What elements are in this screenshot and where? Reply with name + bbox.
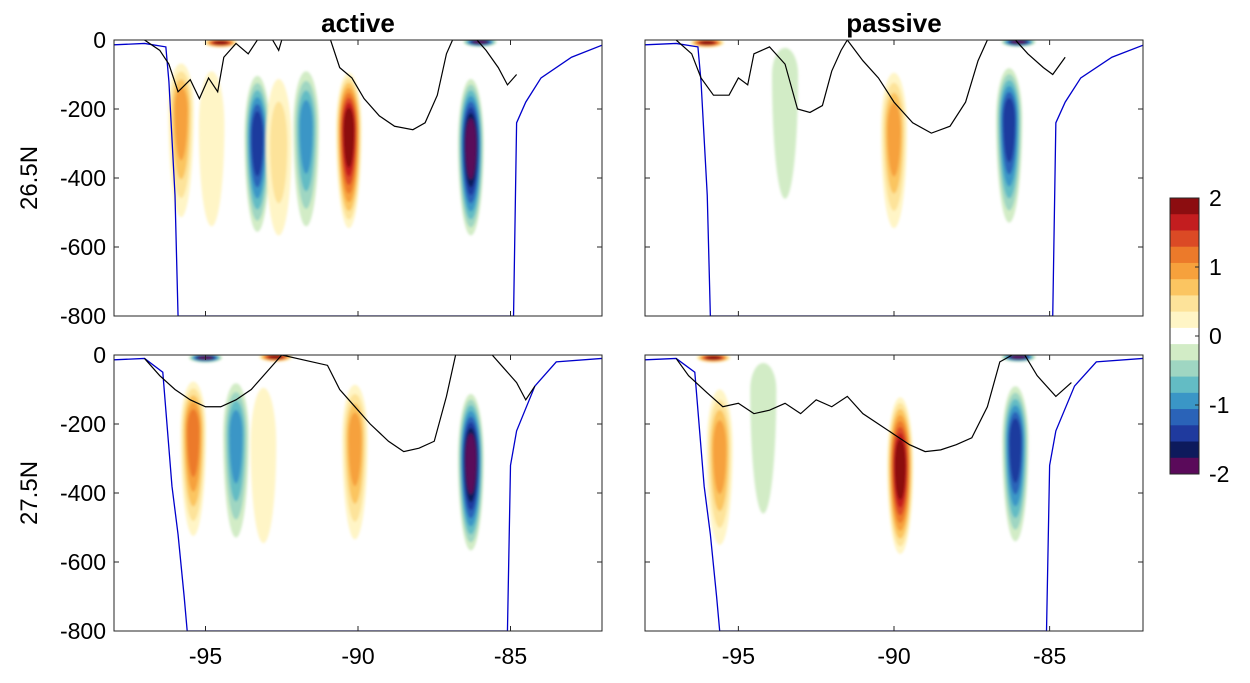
- colorbar-segment: [1170, 279, 1199, 296]
- contour-feature-3-level-8: [699, 40, 715, 45]
- contour-feature-0-level-4: [887, 102, 901, 177]
- x-tick-label: -90: [341, 643, 374, 669]
- contour-feature-3-level-1: [750, 362, 777, 514]
- colorbar-segment: [1170, 441, 1199, 459]
- mixed-layer-line: [675, 355, 1072, 453]
- contour-feature-6-level-8: [465, 118, 477, 180]
- colorbar-segment: [1170, 344, 1199, 361]
- colorbar-tick-label: 1: [1209, 254, 1222, 280]
- contour-feature-0-level-4: [713, 420, 727, 495]
- column-title-passive: passive: [846, 8, 941, 38]
- y-tick-label: 0: [93, 27, 106, 53]
- contour-feature-1-level-4: [229, 410, 243, 484]
- colorbar-segment: [1170, 262, 1199, 280]
- contour-feature-4-level-8: [706, 355, 721, 360]
- contour-layer: [180, 355, 484, 551]
- contour-layer: [696, 355, 1036, 554]
- contour-feature-2-level-1: [250, 387, 277, 544]
- panel-27-5n-passive: -95 -90 -85: [644, 354, 1144, 669]
- contour-feature-5-level-8: [1011, 355, 1026, 359]
- colorbar-segment: [1170, 327, 1199, 345]
- colorbar-segment: [1170, 230, 1199, 248]
- x-tick-label: -95: [722, 643, 755, 669]
- colorbar-segment: [1170, 376, 1199, 394]
- x-tick-label: -85: [494, 643, 527, 669]
- contour-feature-1-level-6: [1003, 98, 1016, 163]
- contour-feature-3-level-2: [270, 101, 288, 204]
- colorbar-segment: [1170, 425, 1199, 443]
- y-tick-label: -800: [60, 618, 106, 644]
- colorbar-tick-label: 0: [1209, 323, 1222, 349]
- colorbar-tick-label: 2: [1209, 185, 1222, 211]
- bottom-depth-line: [645, 357, 1143, 631]
- column-title-active: active: [321, 8, 395, 38]
- panel-26-5n-active: 0 -200 -400 -600 -800: [60, 27, 603, 329]
- contour-feature-5-level-8: [343, 107, 355, 168]
- y-tick-label: 0: [93, 342, 106, 368]
- colorbar-tick-label: -2: [1209, 461, 1229, 487]
- y-tick-label: -800: [60, 303, 106, 329]
- colorbar-segment: [1170, 295, 1199, 313]
- contour-feature-2-level-6: [1009, 418, 1022, 483]
- contour-feature-8-level-8: [472, 40, 488, 44]
- x-tick-label: -85: [1033, 643, 1066, 669]
- row-label-27-5n: 27.5N: [16, 461, 43, 525]
- mixed-layer-line: [144, 355, 536, 453]
- mixed-layer-line: [144, 40, 518, 131]
- bottom-depth-line: [114, 42, 602, 316]
- x-tick-label: -90: [877, 643, 910, 669]
- colorbar-segment: [1170, 198, 1199, 215]
- contour-feature-1-level-8: [894, 438, 906, 500]
- panel-27-5n-active: 0 -200 -400 -600 -800 -95 -90 -85: [60, 342, 603, 669]
- colorbar-tick-label: -1: [1209, 392, 1229, 418]
- contour-feature-0-level-4: [174, 87, 188, 161]
- contour-feature-4-level-8: [465, 433, 477, 495]
- colorbar-segment: [1170, 246, 1199, 264]
- colorbar-segment: [1170, 457, 1199, 475]
- colorbar-segment: [1170, 360, 1199, 378]
- contour-feature-4-level-8: [1011, 40, 1026, 44]
- panel-26-5n-passive: [644, 39, 1144, 317]
- y-tick-label: -400: [60, 165, 106, 191]
- contour-layer: [168, 40, 497, 236]
- colorbar-segment: [1170, 392, 1199, 410]
- contour-feature-1-level-1: [198, 71, 225, 227]
- contour-feature-7-level-8: [213, 40, 228, 45]
- mixed-layer-line: [675, 40, 1066, 134]
- colorbar-segment: [1170, 214, 1199, 231]
- y-tick-label: -200: [60, 96, 106, 122]
- bottom-depth-line: [645, 42, 1143, 316]
- contour-feature-3-level-4: [348, 412, 362, 487]
- contour-feature-2-level-6: [251, 111, 264, 177]
- colorbar-segment: [1170, 409, 1199, 426]
- y-tick-label: -600: [60, 549, 106, 575]
- x-tick-label: -95: [189, 643, 222, 669]
- contour-feature-0-level-5: [187, 409, 200, 478]
- y-tick-label: -200: [60, 411, 106, 437]
- colorbar: 2 1 0 -1 -2: [1169, 185, 1229, 487]
- row-label-26-5n: 26.5N: [16, 146, 43, 210]
- y-tick-label: -600: [60, 234, 106, 260]
- contour-feature-4-level-4: [299, 100, 313, 174]
- colorbar-segment: [1170, 311, 1199, 329]
- y-tick-label: -400: [60, 480, 106, 506]
